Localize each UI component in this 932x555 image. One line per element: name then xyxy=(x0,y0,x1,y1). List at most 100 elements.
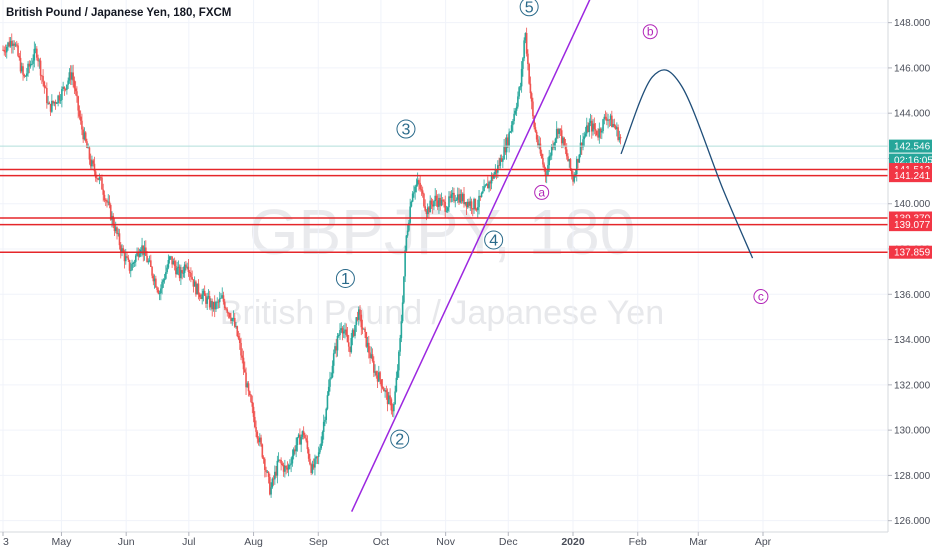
horizontal-levels[interactable] xyxy=(0,168,888,253)
wave-label-5: 5 xyxy=(519,0,539,16)
x-tick-label: Jun xyxy=(118,536,135,548)
badge-text: 141.241 xyxy=(894,171,931,182)
candle-body xyxy=(181,270,183,274)
candle-body xyxy=(580,142,583,148)
candle-body xyxy=(381,386,384,389)
candle-body xyxy=(217,301,220,303)
candle-body xyxy=(37,57,39,62)
candle-body xyxy=(336,335,339,351)
candle-body xyxy=(54,101,57,104)
candle-body xyxy=(86,141,88,148)
candle-body xyxy=(33,48,36,61)
candle-body xyxy=(587,125,589,132)
candle-body xyxy=(590,120,593,132)
candle-body xyxy=(171,256,173,265)
price-badge: 137.859 xyxy=(889,245,932,259)
candle-body xyxy=(322,421,325,432)
candle-body xyxy=(522,58,524,69)
candle-body xyxy=(213,301,216,310)
candle-body xyxy=(505,137,508,153)
candle-body xyxy=(259,437,261,443)
candle-body xyxy=(183,264,186,273)
candle-body xyxy=(128,260,131,271)
candle-body xyxy=(104,200,107,201)
candle-body xyxy=(350,338,353,353)
candle-body xyxy=(482,191,484,194)
candle-body xyxy=(76,91,78,97)
candle-body xyxy=(101,177,103,190)
x-tick-label: Aug xyxy=(244,536,263,548)
candle-body xyxy=(155,278,157,288)
x-axis[interactable]: 3 May Jun Jul Aug Sep Oct Nov Dec 2020 Feb Mar Apr xyxy=(2,532,772,548)
candle-body xyxy=(4,51,7,53)
trendline[interactable] xyxy=(351,0,598,512)
candle-body xyxy=(190,272,192,278)
candle-body xyxy=(356,317,359,320)
candle-body xyxy=(513,113,515,122)
candle-body xyxy=(337,335,340,336)
candle-body xyxy=(349,346,351,353)
candle-body xyxy=(454,200,457,202)
candle-body xyxy=(354,324,356,336)
candle-body xyxy=(89,159,92,167)
candle-body xyxy=(476,207,479,211)
candle-body xyxy=(413,192,415,194)
candle-body xyxy=(463,193,465,205)
candle-body xyxy=(57,95,59,104)
candle-body xyxy=(429,200,431,213)
candle-body xyxy=(346,334,349,343)
candle-body xyxy=(197,283,200,295)
candle-body xyxy=(375,371,378,376)
candle-body xyxy=(148,260,151,262)
candle-body xyxy=(79,116,82,121)
price-badge: 139.077 xyxy=(889,218,932,232)
candle-body xyxy=(62,86,64,90)
candle-body xyxy=(327,386,330,396)
candle-body xyxy=(94,171,97,178)
candle-body xyxy=(502,159,504,162)
candle-body xyxy=(307,449,310,459)
candle-body xyxy=(195,281,197,295)
candle-body xyxy=(500,158,503,162)
candle-body xyxy=(310,464,312,473)
candle-body xyxy=(352,330,355,336)
candle-body xyxy=(218,298,221,303)
candle-body xyxy=(332,353,335,366)
candle-body xyxy=(599,128,602,133)
candle-body xyxy=(222,295,225,302)
candle-body xyxy=(7,42,9,47)
candle-body xyxy=(106,200,108,203)
candle-body xyxy=(403,276,405,303)
candle-body xyxy=(376,375,379,382)
candle-body xyxy=(320,443,322,449)
candle-body xyxy=(535,131,538,140)
wave-text: 5 xyxy=(525,0,534,16)
candle-body xyxy=(459,194,462,203)
forecast-curve[interactable] xyxy=(620,69,754,259)
candle-body xyxy=(423,193,425,207)
candle-body xyxy=(575,158,578,175)
candle-body xyxy=(569,159,572,170)
candle-body xyxy=(394,391,396,405)
candle-body xyxy=(287,465,290,470)
candle-body xyxy=(152,275,155,282)
candle-body xyxy=(474,198,477,210)
candle-body xyxy=(27,63,29,74)
candle-body xyxy=(47,102,49,104)
candle-body xyxy=(464,202,467,205)
candle-body xyxy=(326,395,329,409)
wave-label-1: 1 xyxy=(335,268,355,288)
candle-body xyxy=(369,352,371,359)
candle-body xyxy=(67,80,69,85)
candle-body xyxy=(92,160,94,164)
wave-text: 3 xyxy=(402,122,411,139)
candle-body xyxy=(570,169,573,175)
candle-body xyxy=(98,177,101,180)
wave-text: 1 xyxy=(341,271,350,288)
candle-body xyxy=(439,197,442,206)
candle-body xyxy=(555,128,558,139)
candle-body xyxy=(126,256,128,258)
candle-body xyxy=(266,471,269,473)
